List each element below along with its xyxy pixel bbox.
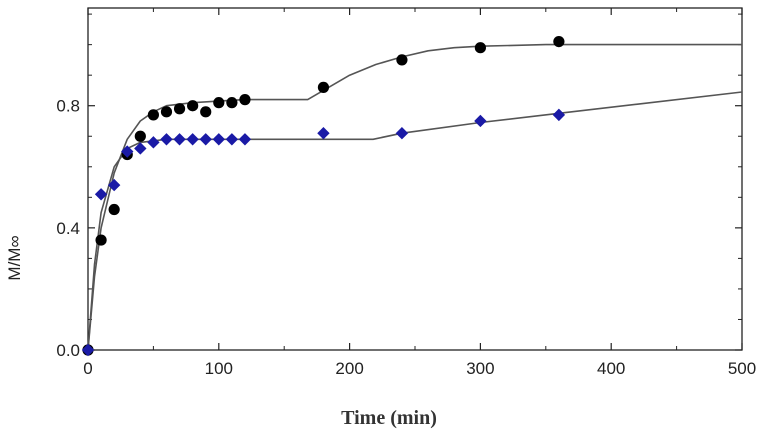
plot-frame <box>87 7 743 351</box>
series-1-point <box>239 94 251 106</box>
series-2-point <box>94 188 108 201</box>
series-2-point <box>552 108 566 122</box>
series-2-point <box>121 145 134 158</box>
plot-border <box>87 7 743 351</box>
series-2-point <box>134 142 147 155</box>
series-1-point <box>474 42 486 54</box>
series-1-point <box>200 106 212 118</box>
series-2-point <box>147 136 160 149</box>
series-1-point <box>95 234 107 246</box>
y-tick-label: 0.4 <box>56 219 80 238</box>
fit-curves <box>87 43 743 351</box>
y-tick-label: 0.8 <box>56 97 80 116</box>
series-1-point <box>147 109 159 121</box>
axis-ticks <box>87 8 743 351</box>
fit-curve-2 <box>87 91 743 351</box>
series-2-point <box>474 114 487 128</box>
series-2-point <box>238 133 252 146</box>
data-points <box>81 35 566 357</box>
series-2-point <box>199 133 212 146</box>
series-2-point <box>107 178 121 192</box>
y-axis-label: M/M∞ <box>5 235 24 280</box>
x-tick-label: 300 <box>466 359 494 378</box>
series-2-point <box>317 126 330 140</box>
series-1-point <box>187 100 199 112</box>
series-1-point <box>226 97 238 109</box>
x-tick-label: 400 <box>597 359 625 378</box>
series-2-point <box>212 133 225 146</box>
series-1-point <box>108 203 120 216</box>
series-1-point <box>134 130 146 142</box>
series-2-point <box>186 133 199 146</box>
x-tick-label: 0 <box>83 359 92 378</box>
x-tick-label: 100 <box>205 359 233 378</box>
series-1-point <box>160 106 173 118</box>
x-tick-label: 500 <box>728 359 756 378</box>
fit-curve-1 <box>87 43 742 351</box>
x-axis-label: Time (min) <box>341 407 437 429</box>
series-2-point <box>81 343 95 357</box>
series-1-point <box>553 35 565 48</box>
axis-tick-labels: 0 100 200 300 400 500 0.0 0.4 0.8 <box>56 97 756 378</box>
series-2-point <box>173 133 186 146</box>
series-2-point <box>160 133 173 146</box>
series-1-point <box>396 54 408 66</box>
y-tick-label: 0.0 <box>56 341 80 360</box>
series-1-point <box>173 103 186 115</box>
series-2-point <box>395 126 409 140</box>
series-1-point <box>317 81 330 93</box>
series-2-point <box>225 133 239 146</box>
series-1-point <box>213 97 225 109</box>
x-tick-label: 200 <box>335 359 363 378</box>
